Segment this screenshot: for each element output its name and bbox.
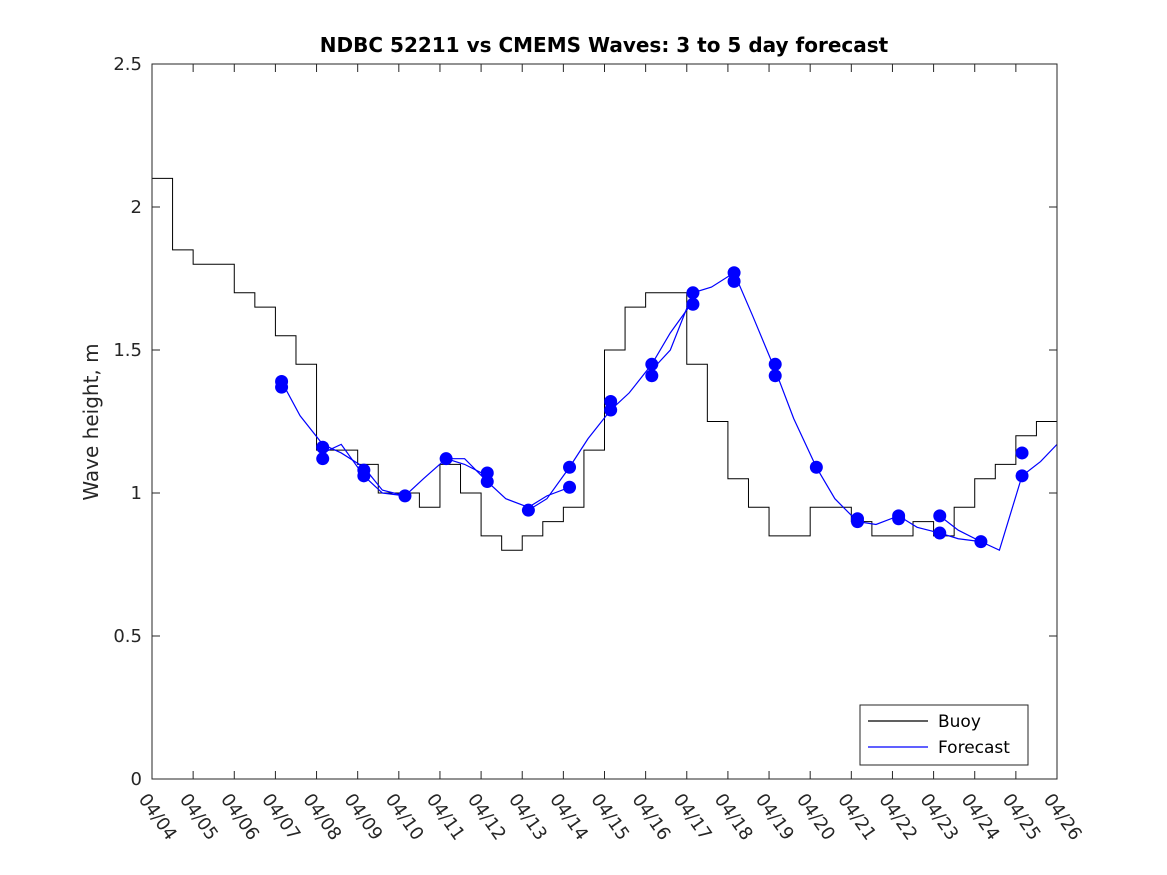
forecast-marker xyxy=(1015,469,1029,483)
forecast-marker xyxy=(727,274,741,288)
y-tick-label: 2.5 xyxy=(113,54,142,75)
forecast-marker xyxy=(974,535,988,549)
forecast-marker xyxy=(645,357,659,371)
y-tick-label: 0.5 xyxy=(113,626,142,647)
forecast-marker xyxy=(316,440,330,454)
legend-box xyxy=(859,704,1029,766)
forecast-marker xyxy=(933,509,947,523)
forecast-marker xyxy=(850,515,864,529)
forecast-marker xyxy=(933,526,947,540)
forecast-run-line-1 xyxy=(281,381,406,497)
forecast-marker xyxy=(768,369,782,383)
y-tick-label: 2 xyxy=(131,197,142,218)
forecast-marker xyxy=(892,512,906,526)
forecast-marker xyxy=(316,452,330,466)
forecast-marker xyxy=(439,452,453,466)
forecast-marker xyxy=(521,503,535,517)
forecast-marker xyxy=(1015,446,1029,460)
forecast-marker xyxy=(604,403,618,417)
y-tick-label: 1 xyxy=(131,483,142,504)
forecast-marker xyxy=(686,297,700,311)
forecast-marker xyxy=(563,480,577,494)
y-axis-label: Wave height, m xyxy=(79,343,103,500)
legend-label-forecast: Forecast xyxy=(938,738,1010,758)
chart-title: NDBC 52211 vs CMEMS Waves: 3 to 5 day fo… xyxy=(320,33,889,57)
forecast-marker xyxy=(645,369,659,383)
forecast-marker xyxy=(357,469,371,483)
legend: Buoy Forecast xyxy=(859,704,1029,766)
forecast-run-line-3 xyxy=(446,458,570,508)
forecast-run-line-7 xyxy=(939,443,1058,552)
forecast-marker xyxy=(563,460,577,474)
forecast-marker xyxy=(686,286,700,300)
legend-label-buoy: Buoy xyxy=(938,712,981,732)
forecast-marker xyxy=(480,475,494,489)
y-tick-label: 0 xyxy=(131,769,142,790)
forecast-marker xyxy=(768,357,782,371)
forecast-marker xyxy=(398,489,412,503)
y-tick-label: 1.5 xyxy=(113,340,142,361)
forecast-marker xyxy=(275,380,289,394)
forecast-marker xyxy=(809,460,823,474)
